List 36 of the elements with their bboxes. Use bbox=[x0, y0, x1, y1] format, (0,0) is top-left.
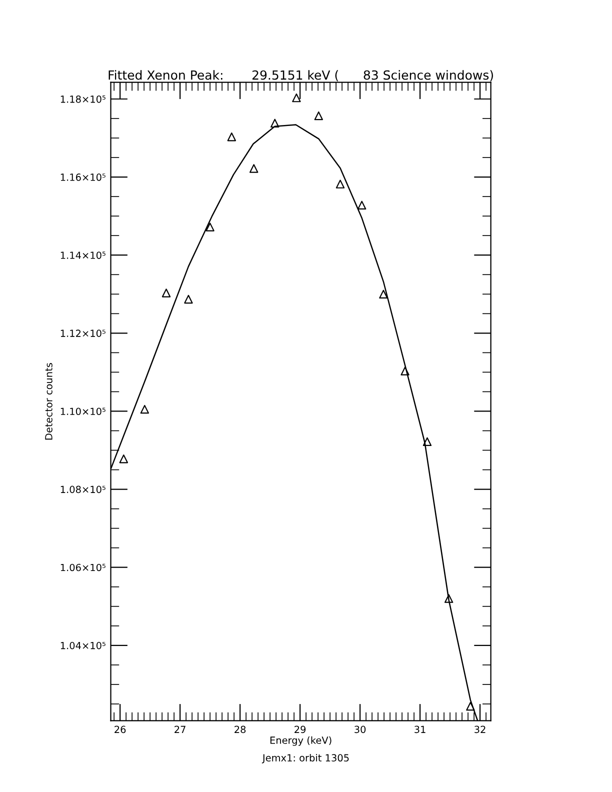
y-tick-label: 1.14×10⁵ bbox=[60, 252, 106, 259]
point bbox=[227, 132, 236, 142]
point bbox=[314, 111, 324, 120]
point bbox=[140, 404, 150, 414]
text: Jemx1: orbit 1305 bbox=[262, 754, 349, 764]
x-tick-label: 27 bbox=[174, 726, 186, 733]
x-tick-label: 29 bbox=[294, 726, 306, 734]
y-tick-label: 1.08×10⁵ bbox=[60, 486, 106, 494]
point bbox=[270, 118, 280, 128]
x-tick-label: 26 bbox=[114, 726, 126, 734]
point bbox=[162, 288, 171, 298]
point bbox=[422, 437, 432, 446]
point bbox=[400, 366, 410, 376]
y-tick-label: 1.06×10⁵ bbox=[60, 564, 106, 572]
y-tick-label: 1.04×10⁵ bbox=[60, 642, 106, 650]
point bbox=[444, 594, 454, 603]
point bbox=[336, 180, 345, 188]
y-tick-label: 1.12×10⁵ bbox=[60, 330, 106, 337]
x-tick-label: 32 bbox=[474, 726, 486, 734]
x-axis-title: Energy (keV) bbox=[270, 736, 332, 746]
point bbox=[249, 164, 258, 173]
y-tick-label: 1.10×10⁵ bbox=[60, 408, 106, 416]
x-tick-label: 28 bbox=[234, 726, 246, 734]
point bbox=[292, 93, 301, 102]
point bbox=[206, 222, 214, 232]
y-tick-label: 1.16×10⁵ bbox=[60, 174, 106, 181]
chart-title: Fitted Xenon Peak: 29.5151 keV ( 83 Science windows) bbox=[108, 70, 493, 82]
point bbox=[379, 290, 388, 298]
point bbox=[466, 702, 475, 711]
x-tick-label: 30 bbox=[354, 726, 366, 734]
point bbox=[357, 200, 366, 210]
point bbox=[184, 294, 193, 304]
y-axis-title: Detector counts bbox=[45, 363, 52, 440]
y-tick-label: 1.18×10⁵ bbox=[60, 95, 106, 103]
x-tick-label: 31 bbox=[414, 726, 426, 734]
point bbox=[119, 454, 128, 464]
